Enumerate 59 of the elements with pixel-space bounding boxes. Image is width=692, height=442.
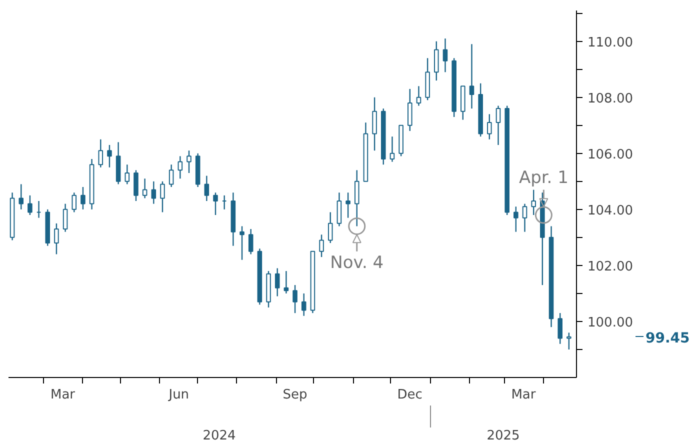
candlestick (319, 234, 324, 258)
candlestick (372, 96, 377, 152)
candlestick (204, 175, 210, 202)
y-tick-label: 100.00 (588, 315, 633, 330)
candlestick (469, 44, 474, 110)
candlestick (62, 203, 68, 232)
y-tick-label: 108.00 (588, 91, 633, 106)
candlestick (496, 105, 501, 146)
y-tick-label: 104.00 (588, 203, 633, 218)
candlestick (292, 284, 298, 314)
candlestick (354, 170, 360, 227)
candlestick (18, 184, 24, 210)
candlestick (213, 192, 218, 216)
candlestick (80, 186, 86, 210)
y-tick-label: 110.00 (588, 35, 633, 50)
candlestick (328, 212, 333, 244)
text: 2025 (486, 428, 520, 442)
candlestick (107, 144, 112, 168)
candlestick (487, 114, 492, 140)
x-tick-label: Dec (397, 388, 422, 402)
x-tick-label: Mar (50, 388, 76, 402)
text: 2024 (202, 428, 236, 442)
candlestick (274, 268, 280, 297)
candlestick (248, 228, 254, 255)
x-tick-label: Jun (168, 388, 190, 402)
candlestick (186, 150, 192, 174)
annotation: Apr. 1 (518, 168, 568, 188)
candlestick (54, 222, 59, 255)
x-tick-label: Mar (511, 388, 536, 402)
candlestick (142, 178, 148, 199)
candlestick (28, 194, 32, 216)
annotation: Nov. 4 (330, 253, 384, 274)
candlestick (178, 156, 183, 180)
y-tick-label: 106.00 (588, 147, 633, 162)
candlestick (346, 192, 350, 218)
candlestick (416, 86, 422, 106)
text: 99.45 (646, 330, 690, 346)
candlestick (151, 180, 156, 204)
candlestick (407, 88, 412, 132)
candlestick (124, 164, 130, 185)
candlestick (442, 38, 448, 73)
candlestick (531, 189, 536, 216)
candlestick (72, 192, 77, 213)
candlestick (522, 203, 528, 232)
candlestick (566, 332, 572, 350)
candlestick (390, 136, 395, 162)
candlestick (558, 312, 562, 344)
candlestick (168, 164, 174, 188)
candlestick (434, 40, 439, 82)
candlestick (134, 170, 138, 202)
candlestick (301, 292, 306, 316)
candlestick (240, 226, 244, 260)
candlestick (160, 180, 165, 213)
x-tick-label: Sep (282, 388, 308, 402)
candlestick (284, 270, 289, 294)
candlestick (98, 138, 104, 168)
candlestick (514, 206, 518, 232)
y-tick-label: 102.00 (588, 259, 633, 274)
candlestick (336, 192, 342, 227)
